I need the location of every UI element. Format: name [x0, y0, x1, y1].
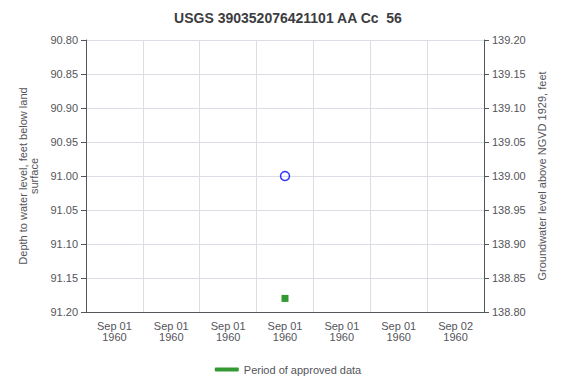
svg-text:Sep 01: Sep 01: [324, 319, 360, 332]
svg-text:138.85: 138.85: [492, 272, 526, 284]
svg-text:1960: 1960: [386, 331, 410, 343]
svg-text:138.80: 138.80: [492, 306, 526, 318]
svg-text:139.20: 139.20: [492, 34, 526, 46]
svg-text:Groundwater level above NGVD 1: Groundwater level above NGVD 1929, feet: [536, 71, 548, 280]
svg-text:139.15: 139.15: [492, 68, 526, 80]
svg-text:1960: 1960: [443, 331, 467, 343]
svg-text:1960: 1960: [102, 331, 126, 343]
svg-text:91.05: 91.05: [50, 204, 78, 216]
svg-text:surface: surface: [28, 158, 40, 194]
svg-text:91.15: 91.15: [50, 272, 78, 284]
svg-text:91.00: 91.00: [50, 170, 78, 182]
svg-text:139.00: 139.00: [492, 170, 526, 182]
svg-text:91.20: 91.20: [50, 306, 78, 318]
svg-text:Sep 01: Sep 01: [153, 319, 189, 332]
svg-text:Sep 01: Sep 01: [267, 319, 303, 332]
svg-text:1960: 1960: [273, 331, 297, 343]
svg-text:139.10: 139.10: [492, 102, 526, 114]
svg-text:90.85: 90.85: [50, 68, 78, 80]
svg-text:90.80: 90.80: [50, 34, 78, 46]
svg-text:90.95: 90.95: [50, 136, 78, 148]
svg-text:Depth to water level, feet bel: Depth to water level, feet below land: [17, 87, 30, 265]
svg-text:91.10: 91.10: [50, 238, 78, 250]
svg-text:Sep 02: Sep 02: [438, 319, 473, 332]
svg-text:Period of approved data: Period of approved data: [244, 364, 362, 376]
svg-text:1960: 1960: [330, 331, 354, 343]
svg-text:139.05: 139.05: [492, 136, 526, 148]
svg-text:1960: 1960: [216, 331, 240, 343]
svg-text:Sep 01: Sep 01: [97, 319, 132, 332]
svg-text:Sep 01: Sep 01: [210, 319, 246, 332]
svg-text:90.90: 90.90: [50, 102, 78, 114]
svg-text:USGS 390352076421101 AA Cc 56: USGS 390352076421101 AA Cc 56: [174, 10, 402, 26]
svg-text:1960: 1960: [159, 331, 183, 343]
svg-text:138.95: 138.95: [492, 204, 526, 216]
svg-text:Sep 01: Sep 01: [381, 319, 417, 332]
svg-text:138.90: 138.90: [492, 238, 526, 250]
